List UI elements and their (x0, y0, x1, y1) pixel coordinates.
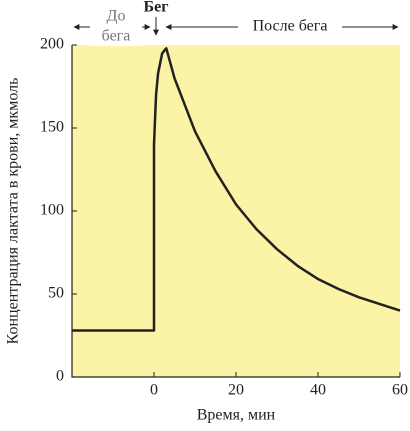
x-tick-label: 0 (150, 382, 158, 399)
y-tick-label: 150 (40, 119, 64, 136)
y-axis-label: Концентрация лактата в крови, мкмоль (5, 78, 22, 345)
y-tick-label: 50 (48, 285, 64, 302)
plot-area (72, 45, 400, 377)
annotation: До (107, 8, 126, 25)
x-tick-label: 40 (310, 382, 326, 399)
annotation: После бега (253, 18, 328, 35)
label-backdrop (90, 8, 142, 46)
y-tick-label: 200 (40, 36, 64, 53)
annotation: Бег (144, 0, 169, 16)
label-backdrop (238, 17, 342, 37)
x-tick-label: 60 (392, 382, 408, 399)
annotation: бега (102, 28, 131, 45)
x-tick-label: 20 (228, 382, 244, 399)
y-tick-label: 0 (56, 368, 64, 385)
annotations: До бега Бег После бега (73, 0, 399, 46)
y-tick-label: 100 (40, 202, 64, 219)
data-line (72, 47, 401, 332)
x-axis-label: Время, мин (197, 407, 276, 424)
